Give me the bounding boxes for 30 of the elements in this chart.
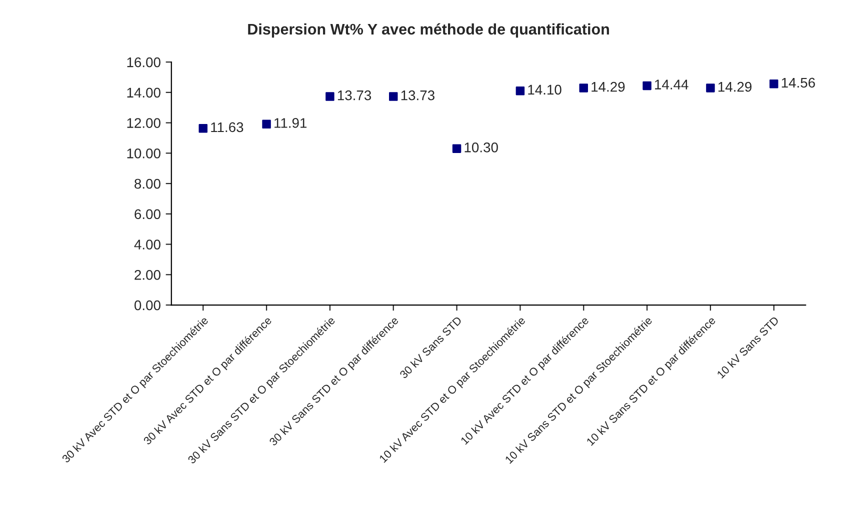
data-label: 10.30 xyxy=(464,142,498,152)
data-label: 14.56 xyxy=(782,78,815,88)
data-label: 11.63 xyxy=(211,122,244,132)
y-tick-label: 8.00 xyxy=(134,178,160,189)
point xyxy=(262,120,271,129)
y-tick-label: 6.00 xyxy=(134,209,160,220)
y-tick-label: 4.00 xyxy=(134,240,160,250)
point xyxy=(770,80,778,88)
data-label: 13.73 xyxy=(338,90,372,100)
data-label: 14.10 xyxy=(528,84,562,95)
data-label: 14.44 xyxy=(655,80,688,90)
y-tick-label: 10.00 xyxy=(127,148,160,158)
y-tick-label: 0.00 xyxy=(134,300,160,310)
data-label: 13.73 xyxy=(401,90,434,100)
point xyxy=(198,124,208,133)
point xyxy=(706,84,715,92)
point xyxy=(579,84,588,92)
y-tick-label: 16.00 xyxy=(127,57,160,68)
point xyxy=(326,92,334,101)
y-tick-label: 2.00 xyxy=(134,270,160,280)
chart-title: Dispersion Wt% Y avec méthode de quantification xyxy=(248,23,609,38)
point xyxy=(388,92,398,101)
point xyxy=(452,144,462,153)
y-tick-label: 14.00 xyxy=(127,88,160,98)
data-label: 11.91 xyxy=(274,118,307,128)
data-label: 14.29 xyxy=(718,82,752,92)
point xyxy=(516,86,525,96)
data-label: 14.29 xyxy=(592,82,625,92)
y-tick-label: 12.00 xyxy=(127,118,160,128)
point xyxy=(642,81,652,90)
